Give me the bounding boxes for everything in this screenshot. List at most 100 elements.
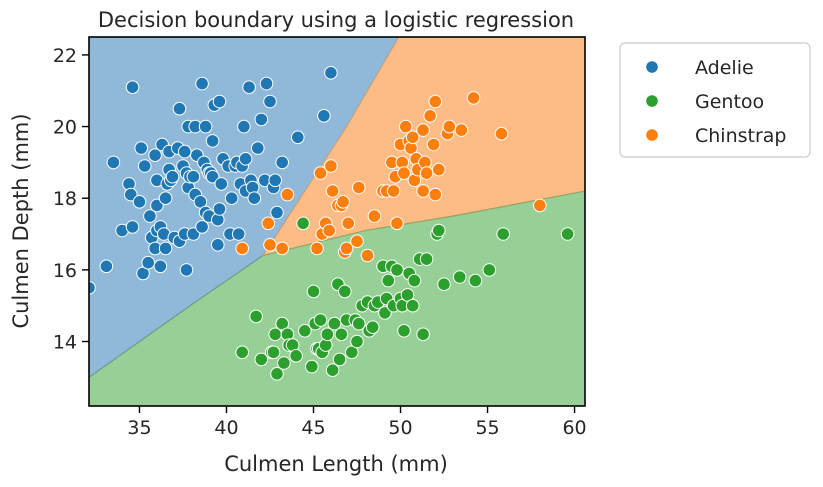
point-adelie: [270, 205, 284, 220]
legend-label-gentoo: Gentoo: [695, 91, 764, 113]
point-chinstrap: [416, 123, 430, 137]
point-gentoo: [320, 327, 335, 342]
point-adelie: [254, 112, 269, 127]
point-adelie: [148, 148, 162, 162]
point-gentoo: [334, 327, 349, 342]
point-chinstrap: [325, 184, 340, 198]
point-gentoo: [266, 345, 281, 360]
point-adelie: [212, 94, 227, 109]
point-adelie: [259, 76, 274, 91]
point-adelie: [250, 141, 265, 155]
point-gentoo: [381, 273, 396, 288]
point-chinstrap: [466, 91, 481, 105]
plot-area: [89, 37, 585, 406]
point-chinstrap: [432, 162, 446, 177]
point-gentoo: [325, 363, 340, 378]
point-adelie: [150, 198, 164, 213]
point-adelie: [198, 119, 213, 134]
point-adelie: [205, 169, 220, 184]
point-gentoo: [432, 223, 446, 238]
legend-marker-chinstrap: [645, 128, 659, 142]
y-axis-title: Culmen Depth (mm): [9, 113, 33, 328]
point-gentoo: [345, 345, 359, 360]
point-chinstrap: [360, 248, 375, 263]
y-axis: 14 16 18 20 22: [53, 45, 89, 354]
point-chinstrap: [390, 216, 404, 231]
point-adelie: [211, 238, 225, 252]
point-chinstrap: [350, 234, 364, 248]
plot-frame: [88, 36, 586, 407]
point-adelie: [172, 101, 187, 116]
y-tick-label: 22: [53, 45, 77, 67]
point-chinstrap: [397, 166, 411, 180]
point-gentoo: [298, 324, 312, 338]
x-tick-label: 60: [562, 417, 586, 439]
point-adelie: [193, 195, 208, 209]
point-gentoo: [350, 334, 364, 349]
point-chinstrap: [367, 209, 382, 223]
point-chinstrap: [352, 180, 366, 195]
legend-label-chinstrap: Chinstrap: [695, 125, 787, 147]
point-gentoo: [405, 298, 420, 313]
point-chinstrap: [313, 166, 328, 180]
point-adelie: [143, 209, 157, 223]
point-chinstrap: [324, 159, 338, 173]
point-adelie: [137, 159, 152, 173]
point-adelie: [212, 202, 227, 216]
point-adelie: [99, 259, 114, 274]
scatter-points: [89, 66, 575, 381]
point-adelie: [317, 109, 331, 123]
point-chinstrap: [442, 119, 457, 134]
point-adelie: [136, 266, 150, 281]
point-chinstrap: [275, 241, 290, 256]
y-tick-label: 20: [53, 117, 77, 139]
point-gentoo: [254, 352, 269, 367]
point-adelie: [268, 173, 283, 188]
point-chinstrap: [322, 223, 337, 238]
point-gentoo: [270, 367, 284, 381]
legend: Adelie Gentoo Chinstrap: [619, 42, 811, 158]
point-chinstrap: [386, 184, 401, 198]
point-chinstrap: [263, 238, 277, 252]
point-chinstrap: [428, 94, 443, 109]
point-adelie: [186, 227, 201, 241]
point-adelie: [205, 134, 220, 148]
point-adelie: [214, 177, 229, 191]
point-gentoo: [332, 352, 347, 367]
point-adelie: [134, 141, 148, 155]
x-tick-label: 45: [301, 417, 325, 439]
point-adelie: [124, 187, 138, 202]
x-tick-label: 55: [475, 417, 499, 439]
point-adelie: [247, 191, 262, 205]
point-chinstrap: [423, 109, 437, 123]
point-gentoo: [275, 316, 290, 331]
point-adelie: [165, 169, 180, 184]
point-chinstrap: [261, 216, 276, 231]
point-gentoo: [496, 227, 511, 241]
legend-frame: [619, 42, 811, 158]
point-gentoo: [560, 227, 575, 241]
point-gentoo: [305, 359, 319, 374]
point-gentoo: [249, 309, 263, 324]
point-chinstrap: [339, 241, 354, 256]
point-adelie: [231, 227, 246, 241]
y-tick-label: 14: [53, 332, 77, 354]
point-adelie: [224, 191, 239, 205]
point-gentoo: [416, 327, 430, 342]
point-adelie: [263, 94, 277, 109]
y-tick-label: 16: [53, 260, 77, 282]
point-gentoo: [277, 356, 291, 370]
point-gentoo: [352, 316, 366, 331]
point-adelie: [153, 259, 168, 274]
point-adelie: [106, 155, 121, 170]
legend-marker-gentoo: [645, 94, 659, 108]
point-gentoo: [437, 277, 451, 292]
point-adelie: [275, 155, 290, 170]
point-gentoo: [468, 273, 483, 288]
x-tick-label: 50: [388, 417, 412, 439]
point-gentoo: [482, 263, 497, 277]
point-chinstrap: [405, 130, 420, 145]
point-adelie: [158, 191, 173, 205]
point-adelie: [132, 195, 147, 209]
